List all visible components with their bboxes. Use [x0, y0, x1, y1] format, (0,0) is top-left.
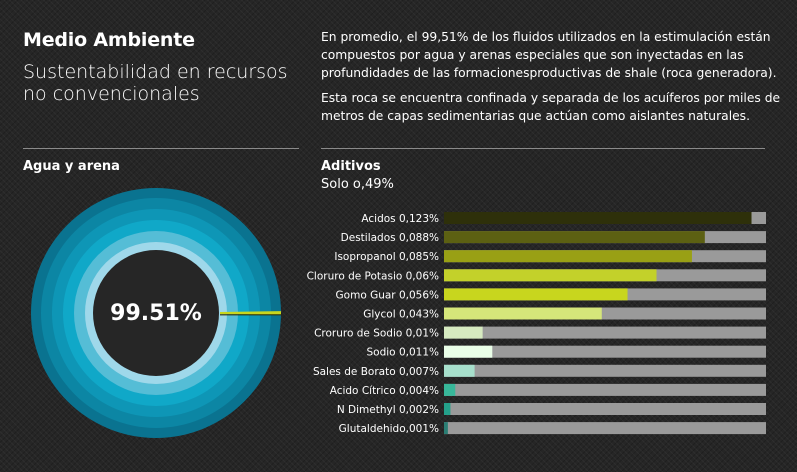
bar-label: Acido Cítrico 0,004%	[330, 385, 439, 397]
bar	[444, 422, 448, 435]
bar-label: N Dimethyl 0,002%	[337, 404, 439, 416]
bar	[444, 269, 657, 282]
bar	[444, 288, 628, 301]
donut-svg	[31, 188, 281, 438]
bar	[444, 231, 705, 244]
bar-label: Sodio 0,011%	[367, 347, 439, 359]
bar	[444, 307, 602, 320]
intro-paragraph-2: Esta roca se encuentra confinada y separ…	[321, 91, 781, 123]
donut-hole	[93, 250, 219, 376]
bar	[444, 250, 692, 263]
donut-slice-additives	[219, 311, 281, 315]
bar-label: Glutaldehido,001%	[339, 423, 439, 435]
donut-center-label: 99.51%	[110, 300, 202, 326]
bar-track	[444, 364, 766, 377]
intro-paragraph-1: En promedio, el 99,51% de los fluidos ut…	[321, 30, 777, 80]
intro-text: En promedio, el 99,51% de los fluidos ut…	[321, 28, 783, 132]
left-divider	[23, 148, 299, 149]
bar-label: Isopropanol 0,085%	[334, 251, 439, 263]
bar-label: Destilados 0,088%	[341, 232, 439, 244]
bar-label: Sales de Borato 0,007%	[313, 366, 439, 378]
additives-title: Aditivos	[321, 159, 381, 174]
bar	[444, 212, 752, 224]
bar-track	[444, 403, 766, 415]
bar	[444, 383, 456, 396]
page-title: Medio Ambiente	[23, 29, 195, 51]
bar	[444, 403, 451, 415]
bar-track	[444, 345, 766, 358]
right-divider	[321, 148, 765, 149]
additives-subtitle: Solo o,49%	[321, 177, 394, 192]
bar	[444, 364, 475, 377]
bar-track	[444, 383, 766, 396]
water-sand-title: Agua y arena	[23, 159, 120, 174]
additives-bar-chart: Acidos 0,123% Destilados 0,088% Isopropano…	[307, 212, 766, 435]
bar-label: Acidos 0,123%	[361, 213, 439, 225]
bar	[444, 345, 493, 358]
water-sand-donut-chart: 99.51%	[31, 188, 281, 438]
bar-track	[444, 326, 766, 339]
bar	[444, 326, 483, 339]
page-subtitle: Sustentabilidad en recursos no convencio…	[23, 61, 288, 105]
bar-label: Glycol 0,043%	[363, 309, 439, 321]
bar-label: Croruro de Sodio 0,01%	[314, 328, 439, 340]
bar-label: Cloruro de Potasio 0,06%	[307, 270, 439, 282]
bar-label: Gomo Guar 0,056%	[336, 289, 439, 301]
bar-track	[444, 422, 766, 435]
